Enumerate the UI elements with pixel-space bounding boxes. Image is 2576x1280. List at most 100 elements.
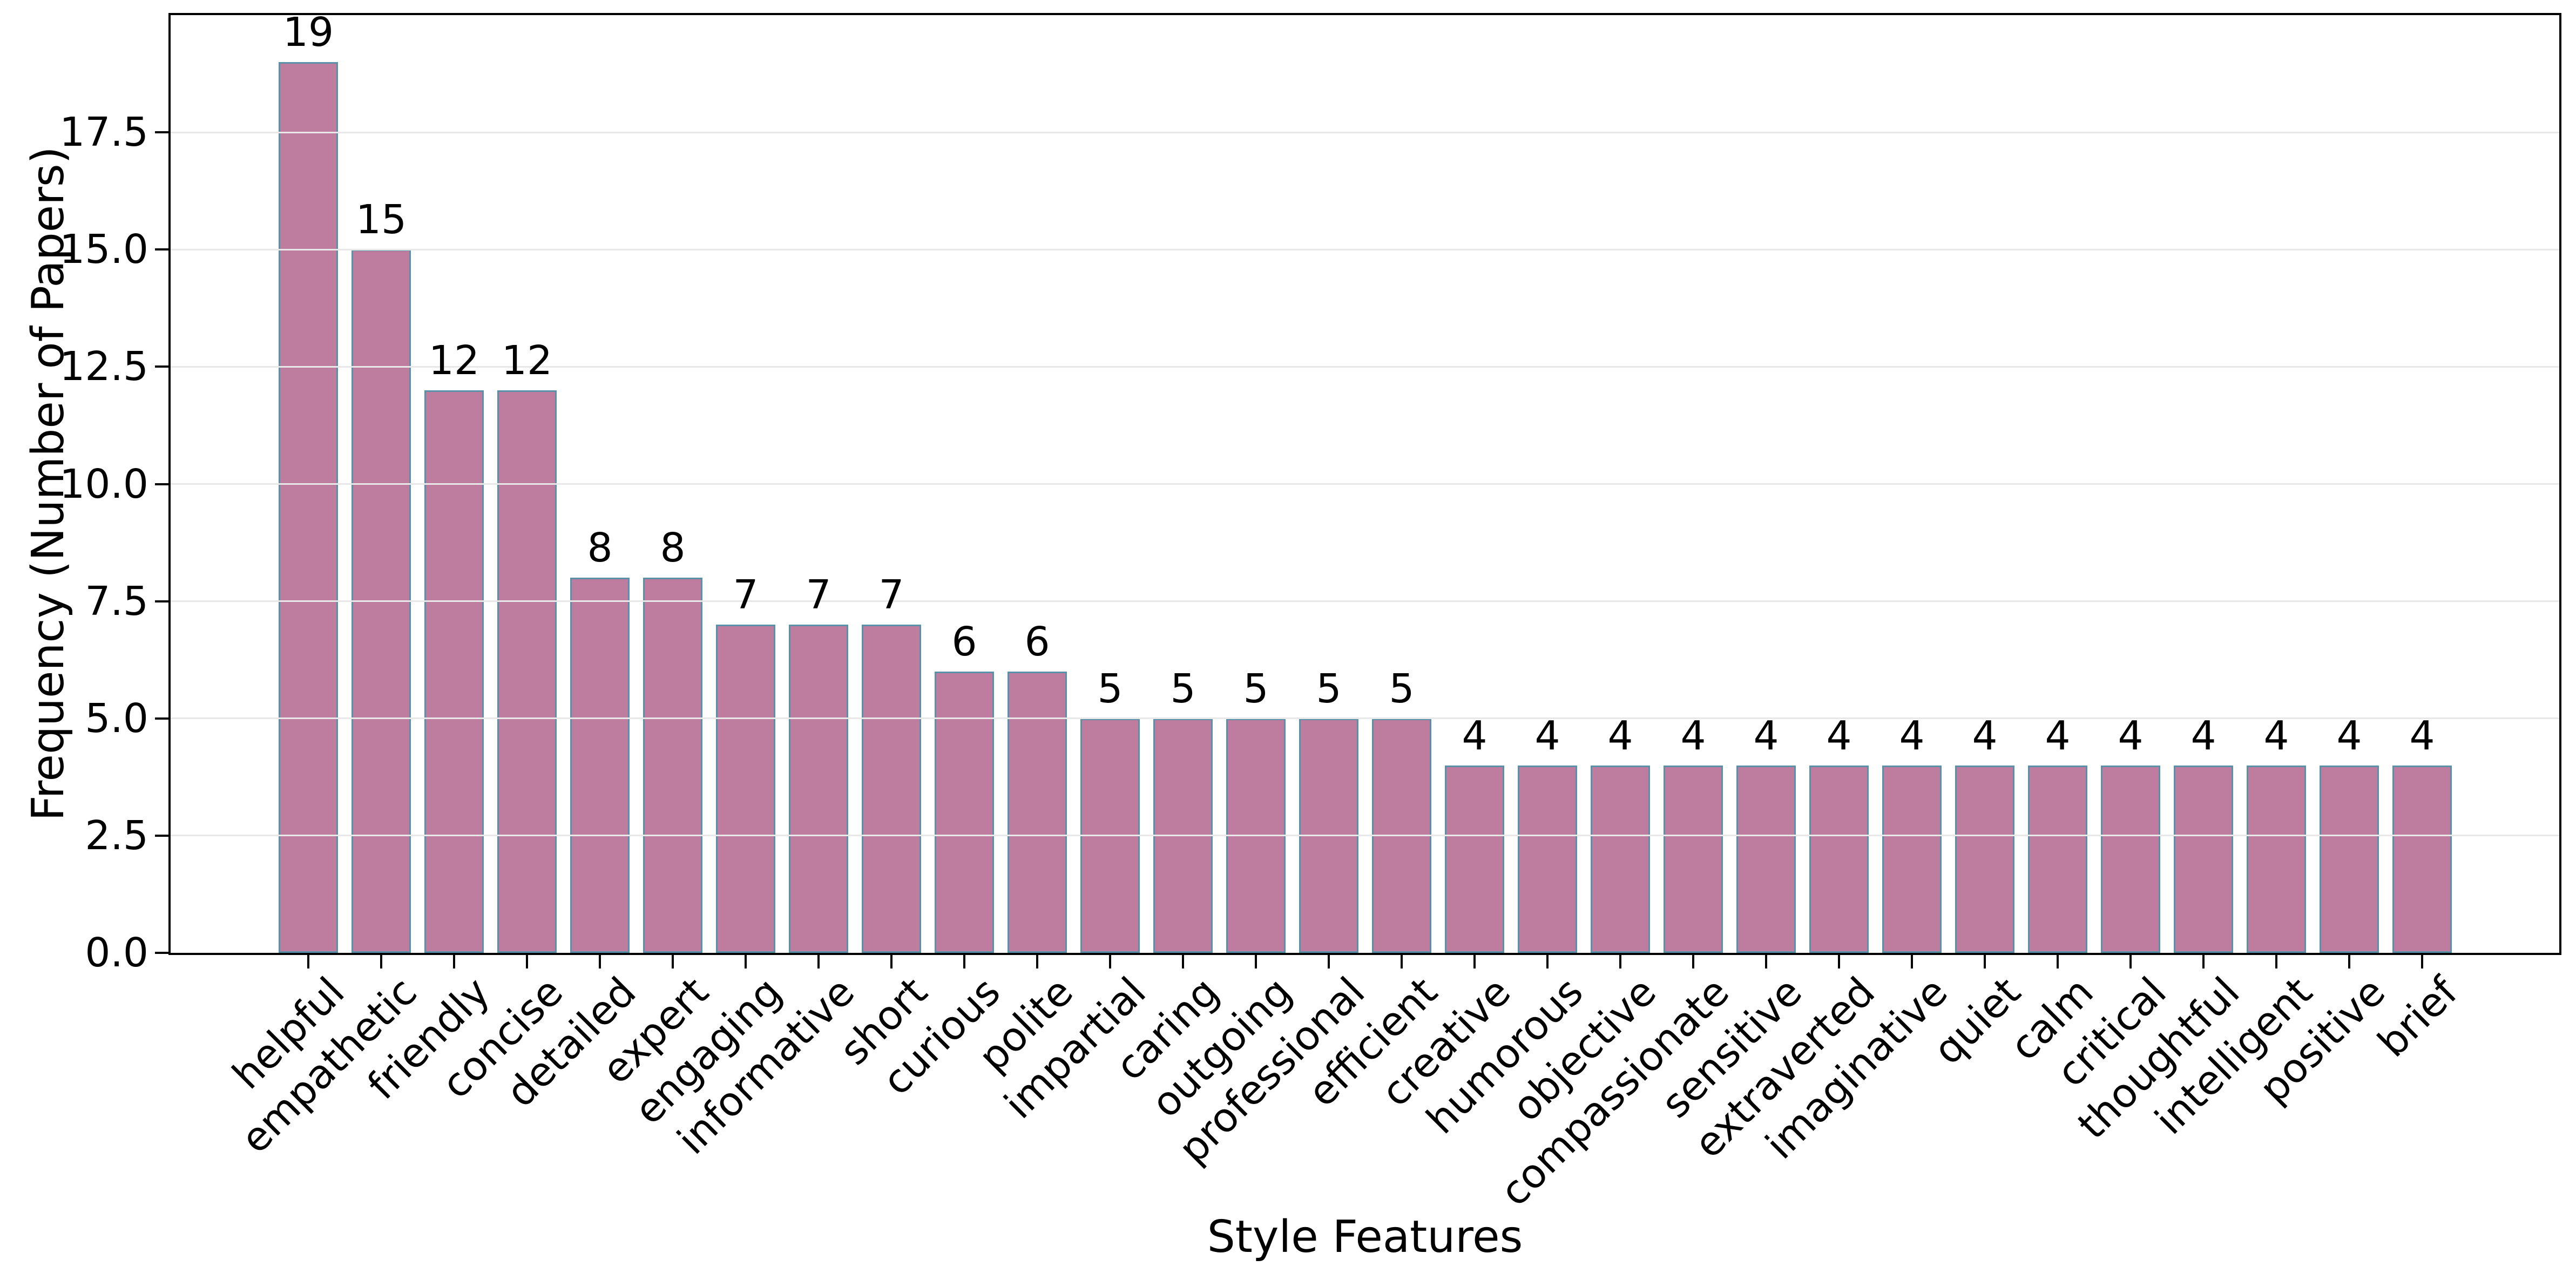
- bar-humorous: [1518, 765, 1577, 953]
- bar-expert: [643, 578, 702, 953]
- bar-value-label: 8: [660, 525, 686, 572]
- bar-detailed: [570, 578, 630, 953]
- bar-value-label: 7: [733, 572, 759, 619]
- x-axis-tick: [2421, 955, 2423, 969]
- x-axis-tick: [745, 955, 747, 969]
- gridline: [171, 835, 2559, 837]
- bar-value-label: 5: [1389, 665, 1415, 712]
- x-axis-tick: [963, 955, 965, 969]
- bar-quiet: [1955, 765, 2014, 953]
- x-axis-tick: [1109, 955, 1111, 969]
- x-axis-tick: [1838, 955, 1840, 969]
- x-axis-tick: [526, 955, 528, 969]
- x-axis-tick: [1473, 955, 1476, 969]
- y-axis-tick: [155, 717, 168, 720]
- x-tick-label-brief: brief: [2369, 969, 2467, 1066]
- y-axis-tick: [155, 248, 168, 251]
- y-axis-tick: [155, 834, 168, 837]
- x-axis-tick: [1328, 955, 1330, 969]
- y-axis-tick-label: 2.5: [85, 812, 148, 859]
- x-axis-tick: [453, 955, 455, 969]
- bar-value-label: 12: [501, 337, 553, 384]
- bar-calm: [2028, 765, 2087, 953]
- bar-value-label: 6: [1024, 618, 1050, 665]
- bar-thoughtful: [2174, 765, 2233, 953]
- bar-informative: [789, 625, 848, 953]
- y-axis-tick-label: 15.0: [59, 226, 148, 273]
- bar-value-label: 4: [2190, 712, 2216, 759]
- y-axis-tick: [155, 600, 168, 602]
- x-axis-tick: [2057, 955, 2059, 969]
- bar-value-label: 4: [1899, 712, 1925, 759]
- x-axis-tick: [1546, 955, 1549, 969]
- bar-creative: [1445, 765, 1504, 953]
- bar-brief: [2392, 765, 2452, 953]
- bar-engaging: [716, 625, 775, 953]
- bar-value-label: 6: [951, 618, 977, 665]
- y-axis-tick-label: 5.0: [85, 695, 148, 742]
- bar-positive: [2320, 765, 2379, 953]
- bar-value-label: 19: [282, 9, 334, 56]
- bar-objective: [1591, 765, 1650, 953]
- bar-value-label: 4: [1607, 712, 1633, 759]
- bar-value-label: 4: [2045, 712, 2071, 759]
- y-axis-tick-label: 17.5: [59, 109, 148, 156]
- x-axis-tick: [1692, 955, 1694, 969]
- y-axis-tick: [155, 131, 168, 134]
- x-axis-tick: [307, 955, 309, 969]
- bar-friendly: [424, 390, 484, 953]
- y-axis-tick-label: 0.0: [85, 930, 148, 976]
- bar-value-label: 4: [1534, 712, 1560, 759]
- bar-value-label: 4: [2336, 712, 2362, 759]
- x-axis-tick: [1765, 955, 1767, 969]
- bar-curious: [935, 671, 994, 953]
- x-tick-label-quiet: quiet: [1924, 969, 2030, 1074]
- bar-value-label: 5: [1316, 665, 1342, 712]
- bar-concise: [497, 390, 557, 953]
- bar-extraverted: [1809, 765, 1869, 953]
- bar-value-label: 5: [1243, 665, 1269, 712]
- gridline: [171, 248, 2559, 250]
- bar-value-label: 4: [2409, 712, 2435, 759]
- bar-value-label: 4: [1462, 712, 1488, 759]
- gridline: [171, 600, 2559, 602]
- x-axis-tick: [1401, 955, 1403, 969]
- gridline: [171, 131, 2559, 133]
- x-axis-label: Style Features: [1207, 1211, 1523, 1263]
- x-axis-tick: [672, 955, 674, 969]
- y-axis-tick: [155, 483, 168, 485]
- bar-value-label: 4: [1972, 712, 1998, 759]
- y-axis-tick-label: 10.0: [59, 460, 148, 507]
- x-axis-tick: [380, 955, 382, 969]
- bar-intelligent: [2247, 765, 2306, 953]
- bar-value-label: 8: [587, 525, 613, 572]
- bar-value-label: 4: [2263, 712, 2289, 759]
- bar-polite: [1008, 671, 1067, 953]
- gridline: [171, 717, 2559, 720]
- bar-value-label: 7: [878, 572, 904, 619]
- bar-value-label: 5: [1097, 665, 1123, 712]
- x-axis-tick: [1182, 955, 1184, 969]
- bar-value-label: 4: [1680, 712, 1706, 759]
- x-axis-tick: [2275, 955, 2277, 969]
- x-axis-tick: [1619, 955, 1621, 969]
- gridline: [171, 483, 2559, 485]
- bar-value-label: 4: [2118, 712, 2144, 759]
- bar-short: [862, 625, 921, 953]
- x-axis-tick: [817, 955, 820, 969]
- x-axis-tick: [599, 955, 601, 969]
- bar-imaginative: [1882, 765, 1942, 953]
- bar-critical: [2101, 765, 2160, 953]
- x-axis-tick: [1255, 955, 1257, 969]
- x-axis-tick: [2348, 955, 2350, 969]
- x-axis-tick: [890, 955, 893, 969]
- bar-value-label: 4: [1826, 712, 1852, 759]
- x-axis-tick: [1911, 955, 1913, 969]
- gridline: [171, 365, 2559, 368]
- bar-helpful: [279, 62, 338, 953]
- y-axis-tick-label: 7.5: [85, 578, 148, 625]
- x-axis-tick: [1036, 955, 1038, 969]
- x-axis-tick: [2129, 955, 2132, 969]
- x-axis-tick: [1984, 955, 1986, 969]
